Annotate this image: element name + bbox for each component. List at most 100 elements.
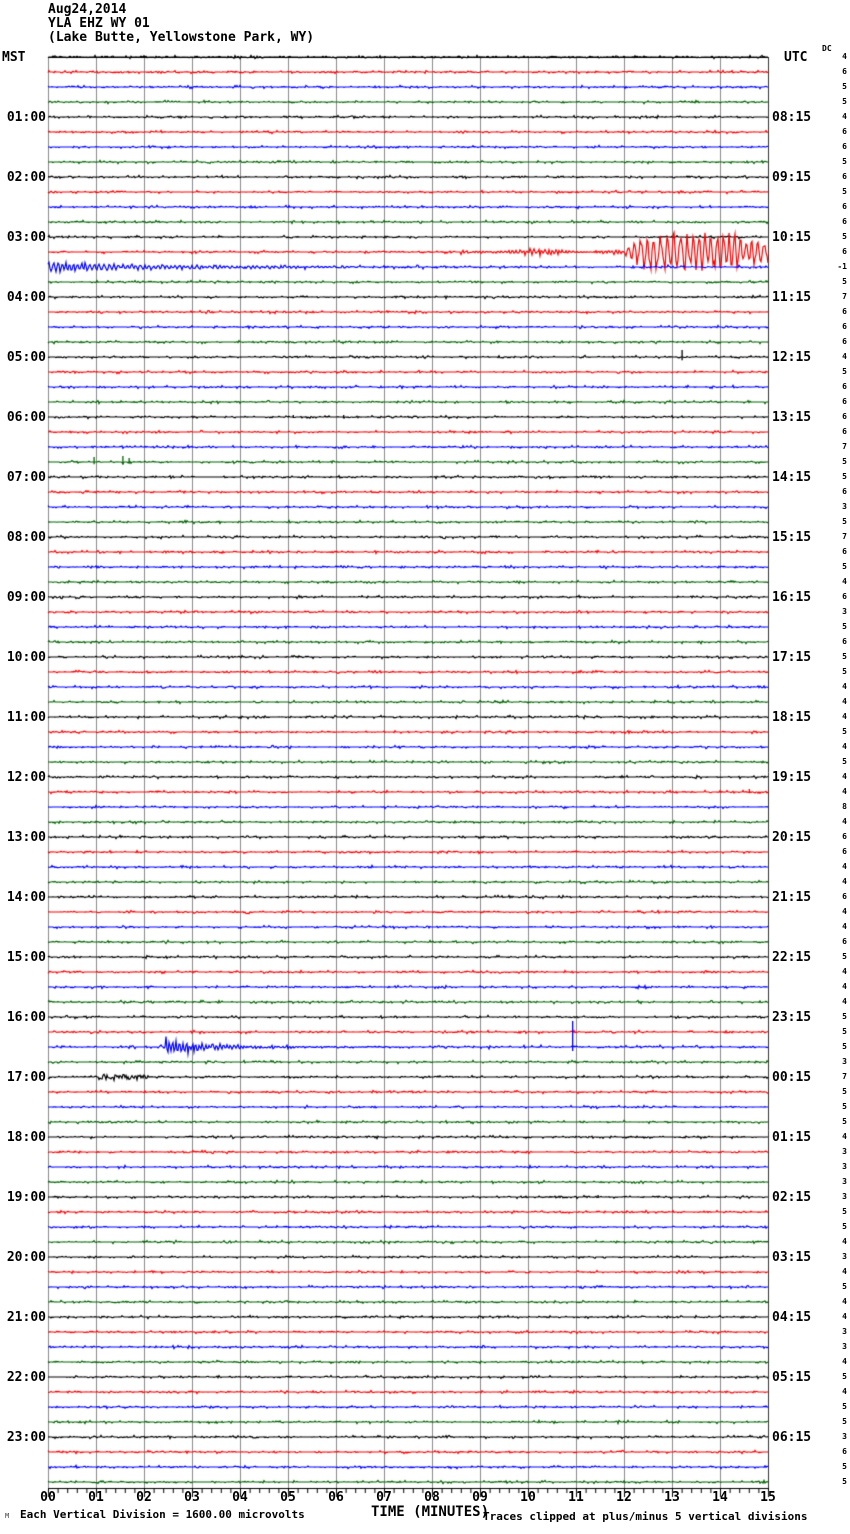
dc-offset-value: 3 — [842, 1162, 847, 1171]
dc-offset-value: 6 — [842, 892, 847, 901]
x-axis-tick-label: 15 — [760, 1490, 776, 1505]
mst-hour-label: 09:00 — [6, 590, 46, 605]
utc-hour-label: 19:15 — [772, 770, 812, 785]
mst-hour-label: 04:00 — [6, 290, 46, 305]
dc-offset-value: 3 — [842, 1327, 847, 1336]
dc-offset-value: 5 — [842, 97, 847, 106]
mst-hour-label: 11:00 — [6, 710, 46, 725]
x-axis-title: TIME (MINUTES) — [371, 1504, 490, 1520]
dc-offset-value: 5 — [842, 622, 847, 631]
x-axis-tick-label: 13 — [664, 1490, 680, 1505]
dc-offset-value: 5 — [842, 1117, 847, 1126]
utc-hour-label: 15:15 — [772, 530, 812, 545]
dc-offset-value: 5 — [842, 562, 847, 571]
dc-offset-value: 5 — [842, 1087, 847, 1096]
dc-offset-value: 5 — [842, 472, 847, 481]
utc-hour-label: 21:15 — [772, 890, 812, 905]
mst-hour-label: 10:00 — [6, 650, 46, 665]
x-axis-tick-label: 09 — [472, 1490, 488, 1505]
mst-hour-label: 21:00 — [6, 1310, 46, 1325]
dc-offset-value: 5 — [842, 232, 847, 241]
dc-offset-value: 4 — [842, 1267, 847, 1276]
utc-hour-label: 17:15 — [772, 650, 812, 665]
dc-offset-value: 3 — [842, 607, 847, 616]
dc-offset-value: 5 — [842, 1222, 847, 1231]
dc-offset-value: 5 — [842, 517, 847, 526]
dc-offset-value: 4 — [842, 862, 847, 871]
dc-offset-value: 4 — [842, 1312, 847, 1321]
dc-offset-value: 5 — [842, 1042, 847, 1051]
utc-hour-label: 11:15 — [772, 290, 812, 305]
mst-hour-label: 03:00 — [6, 230, 46, 245]
dc-offset-value: 3 — [842, 1147, 847, 1156]
dc-offset-value: 5 — [842, 367, 847, 376]
dc-offset-value: 6 — [842, 592, 847, 601]
x-axis-tick-label: 04 — [232, 1490, 248, 1505]
dc-offset-value: 6 — [842, 202, 847, 211]
dc-offset-value: 5 — [842, 1462, 847, 1471]
dc-offset-value: 5 — [842, 727, 847, 736]
x-axis-tick-label: 07 — [376, 1490, 392, 1505]
dc-offset-value: 3 — [842, 1057, 847, 1066]
utc-hour-label: 02:15 — [772, 1190, 812, 1205]
timezone-right-label: UTC — [784, 50, 808, 65]
dc-offset-value: 6 — [842, 412, 847, 421]
dc-column-header: DC — [822, 44, 832, 53]
mst-hour-label: 20:00 — [6, 1250, 46, 1265]
dc-offset-value: 7 — [842, 442, 847, 451]
mst-hour-label: 18:00 — [6, 1130, 46, 1145]
utc-hour-label: 14:15 — [772, 470, 812, 485]
mst-hour-label: 08:00 — [6, 530, 46, 545]
dc-offset-value: 4 — [842, 1297, 847, 1306]
mst-hour-label: 02:00 — [6, 170, 46, 185]
dc-offset-value: 4 — [842, 52, 847, 61]
x-axis-tick-label: 14 — [712, 1490, 728, 1505]
x-axis-tick-label: 00 — [40, 1490, 56, 1505]
dc-offset-value: 5 — [842, 1477, 847, 1486]
mst-hour-label: 16:00 — [6, 1010, 46, 1025]
dc-offset-value: 5 — [842, 457, 847, 466]
dc-offset-value: 7 — [842, 532, 847, 541]
mst-hour-label: 22:00 — [6, 1370, 46, 1385]
dc-offset-value: 4 — [842, 697, 847, 706]
dc-offset-value: 5 — [842, 187, 847, 196]
dc-offset-value: 8 — [842, 802, 847, 811]
utc-hour-label: 13:15 — [772, 410, 812, 425]
utc-hour-label: 05:15 — [772, 1370, 812, 1385]
dc-offset-value: 5 — [842, 1207, 847, 1216]
dc-offset-value: -1 — [837, 262, 847, 271]
dc-offset-value: 4 — [842, 1387, 847, 1396]
mst-hour-label: 14:00 — [6, 890, 46, 905]
dc-offset-value: 5 — [842, 757, 847, 766]
x-axis-tick-label: 10 — [520, 1490, 536, 1505]
dc-offset-value: 6 — [842, 172, 847, 181]
dc-offset-value: 6 — [842, 337, 847, 346]
dc-offset-value: 4 — [842, 682, 847, 691]
dc-offset-value: 4 — [842, 1237, 847, 1246]
dc-offset-value: 6 — [842, 322, 847, 331]
dc-offset-value: 6 — [842, 547, 847, 556]
dc-offset-value: 5 — [842, 952, 847, 961]
title-location: (Lake Butte, Yellowstone Park, WY) — [48, 30, 315, 45]
dc-offset-value: 4 — [842, 742, 847, 751]
dc-offset-value: 6 — [842, 847, 847, 856]
dc-offset-value: 5 — [842, 1282, 847, 1291]
dc-offset-value: 3 — [842, 1192, 847, 1201]
dc-offset-value: 5 — [842, 652, 847, 661]
dc-offset-value: 6 — [842, 247, 847, 256]
x-axis-tick-label: 06 — [328, 1490, 344, 1505]
dc-offset-value: 5 — [842, 1102, 847, 1111]
dc-offset-value: 4 — [842, 352, 847, 361]
dc-offset-value: 6 — [842, 382, 847, 391]
dc-offset-value: 5 — [842, 1372, 847, 1381]
utc-hour-label: 12:15 — [772, 350, 812, 365]
mst-hour-label: 12:00 — [6, 770, 46, 785]
dc-offset-value: 4 — [842, 772, 847, 781]
utc-hour-label: 23:15 — [772, 1010, 812, 1025]
clip-note: Traces clipped at plus/minus 5 vertical … — [483, 1510, 808, 1523]
utc-hour-label: 04:15 — [772, 1310, 812, 1325]
utc-hour-label: 03:15 — [772, 1250, 812, 1265]
mst-hour-label: 17:00 — [6, 1070, 46, 1085]
mst-hour-label: 23:00 — [6, 1430, 46, 1445]
